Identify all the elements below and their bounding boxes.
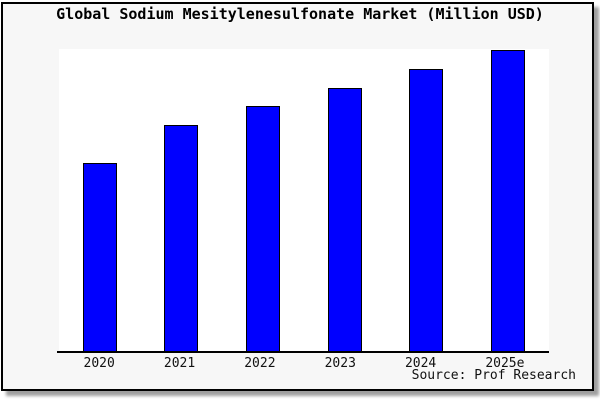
bar-2020 (82, 163, 117, 351)
bar-2022 (246, 106, 281, 351)
x-tick-label-2021: 2021 (163, 356, 196, 371)
bar-2021 (164, 125, 199, 351)
source-credit: Source: Prof Research (411, 368, 576, 383)
chart-title: Global Sodium Mesitylenesulfonate Market… (56, 5, 544, 23)
bar-2025e (491, 50, 526, 351)
x-tick-label-2023: 2023 (324, 356, 356, 371)
x-tick-label-2022: 2022 (244, 356, 276, 371)
x-tick-label-2025e: 2025e (485, 356, 525, 371)
x-axis-line (57, 351, 549, 353)
bar-2024 (409, 69, 444, 351)
x-axis-labels: 2020 2021 2022 2023 2024 2025e (59, 356, 549, 371)
bar-2023 (327, 88, 362, 351)
plot-area (59, 49, 549, 351)
x-tick-label-2020: 2020 (83, 356, 115, 371)
x-tick-label-2024: 2024 (404, 356, 437, 371)
